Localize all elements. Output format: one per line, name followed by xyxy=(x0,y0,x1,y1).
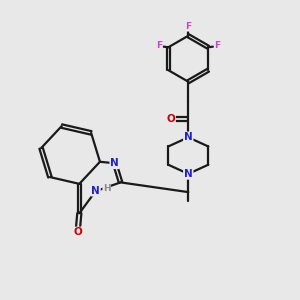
Text: O: O xyxy=(74,227,82,237)
Text: F: F xyxy=(185,22,191,31)
Text: F: F xyxy=(214,41,221,50)
Text: O: O xyxy=(166,114,175,124)
Text: F: F xyxy=(156,41,162,50)
Text: N: N xyxy=(184,169,193,179)
Text: N: N xyxy=(110,158,119,168)
Text: N: N xyxy=(184,132,193,142)
Text: H: H xyxy=(103,184,110,194)
Text: N: N xyxy=(91,186,100,196)
